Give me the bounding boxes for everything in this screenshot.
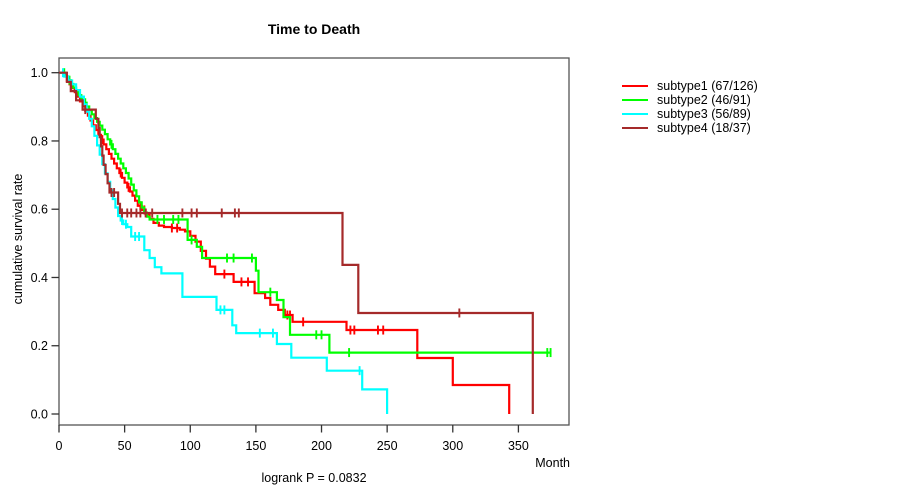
legend-row: subtype4 (18/37) bbox=[622, 121, 758, 135]
x-axis-label: Month bbox=[535, 456, 570, 470]
legend-row: subtype1 (67/126) bbox=[622, 79, 758, 93]
legend-row: subtype2 (46/91) bbox=[622, 93, 758, 107]
legend-line-subtype2 bbox=[622, 99, 648, 101]
legend: subtype1 (67/126) subtype2 (46/91) subty… bbox=[622, 79, 758, 135]
legend-row: subtype3 (56/89) bbox=[622, 107, 758, 121]
svg-text:350: 350 bbox=[508, 439, 529, 453]
legend-line-subtype4 bbox=[622, 127, 648, 129]
svg-text:250: 250 bbox=[377, 439, 398, 453]
svg-text:0.2: 0.2 bbox=[31, 339, 48, 353]
svg-text:300: 300 bbox=[442, 439, 463, 453]
legend-line-subtype1 bbox=[622, 85, 648, 87]
chart-title: Time to Death bbox=[267, 21, 361, 37]
svg-text:0.8: 0.8 bbox=[31, 134, 48, 148]
svg-text:0.0: 0.0 bbox=[31, 407, 48, 421]
legend-label-subtype1: subtype1 (67/126) bbox=[657, 79, 758, 93]
legend-label-subtype4: subtype4 (18/37) bbox=[657, 121, 751, 135]
svg-text:0.4: 0.4 bbox=[31, 271, 48, 285]
svg-text:1.0: 1.0 bbox=[31, 66, 48, 80]
legend-line-subtype3 bbox=[622, 113, 648, 115]
svg-text:150: 150 bbox=[245, 439, 266, 453]
svg-text:0: 0 bbox=[56, 439, 63, 453]
legend-label-subtype2: subtype2 (46/91) bbox=[657, 93, 751, 107]
svg-text:0.6: 0.6 bbox=[31, 203, 48, 217]
svg-text:50: 50 bbox=[118, 439, 132, 453]
legend-label-subtype3: subtype3 (56/89) bbox=[657, 107, 751, 121]
svg-text:200: 200 bbox=[311, 439, 332, 453]
svg-text:100: 100 bbox=[180, 439, 201, 453]
logrank-p-value: logrank P = 0.0832 bbox=[261, 471, 367, 485]
